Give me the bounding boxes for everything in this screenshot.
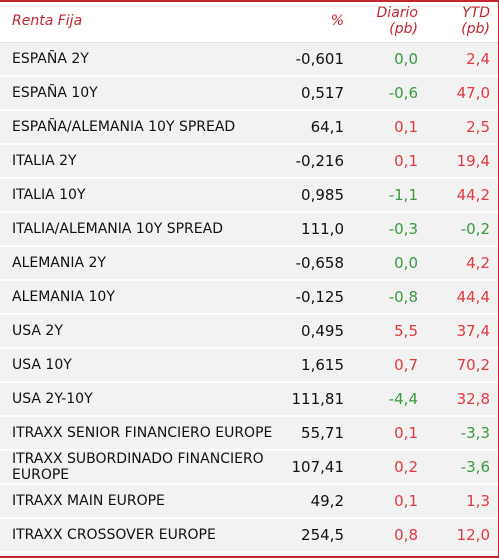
row-name: ITRAXX SUBORDINADO FINANCIERO EUROPE xyxy=(12,451,264,483)
table-row: ESPAÑA/ALEMANIA 10Y SPREAD 64,1 0,1 2,5 xyxy=(0,111,498,145)
row-name: ITRAXX CROSSOVER EUROPE xyxy=(12,527,216,543)
header-name: Renta Fija xyxy=(12,13,83,29)
row-ytd: 4,2 xyxy=(466,254,490,272)
row-ytd: 19,4 xyxy=(456,152,490,170)
table-row: USA 2Y-10Y 111,81 -4,4 32,8 xyxy=(0,383,498,417)
row-pct: -0,125 xyxy=(295,288,344,306)
row-ytd: -3,3 xyxy=(460,424,490,442)
row-daily: 0,8 xyxy=(394,526,418,544)
row-daily: 0,7 xyxy=(394,356,418,374)
row-daily: 0,1 xyxy=(394,118,418,136)
row-ytd: 47,0 xyxy=(456,84,490,102)
table-header: Renta Fija % Diario (pb) YTD (pb) xyxy=(0,2,498,43)
table-row: ITRAXX SUBORDINADO FINANCIERO EUROPE 107… xyxy=(0,451,498,485)
row-name: ITRAXX MAIN EUROPE xyxy=(12,493,165,509)
row-name: ITALIA/ALEMANIA 10Y SPREAD xyxy=(12,221,223,237)
row-pct: 1,615 xyxy=(301,356,344,374)
table-row: ESPAÑA 10Y 0,517 -0,6 47,0 xyxy=(0,77,498,111)
table-row: ITRAXX MAIN EUROPE 49,2 0,1 1,3 xyxy=(0,485,498,519)
table-row: USA 2Y 0,495 5,5 37,4 xyxy=(0,315,498,349)
table-row: ITALIA 10Y 0,985 -1,1 44,2 xyxy=(0,179,498,213)
row-pct: -0,601 xyxy=(295,50,344,68)
row-name: ITALIA 2Y xyxy=(12,153,77,169)
header-ytd: YTD (pb) xyxy=(461,5,490,37)
row-name: ALEMANIA 10Y xyxy=(12,289,115,305)
row-name: ITALIA 10Y xyxy=(12,187,86,203)
row-ytd: 44,4 xyxy=(456,288,490,306)
row-pct: 111,0 xyxy=(301,220,344,238)
row-daily: 0,1 xyxy=(394,152,418,170)
row-pct: -0,658 xyxy=(295,254,344,272)
row-pct: 64,1 xyxy=(310,118,344,136)
row-name: ESPAÑA 2Y xyxy=(12,51,89,67)
row-daily: -4,4 xyxy=(388,390,418,408)
table-row: ALEMANIA 2Y -0,658 0,0 4,2 xyxy=(0,247,498,281)
table-row: ITALIA 2Y -0,216 0,1 19,4 xyxy=(0,145,498,179)
row-ytd: 70,2 xyxy=(456,356,490,374)
row-daily: 5,5 xyxy=(394,322,418,340)
row-pct: 107,41 xyxy=(291,458,345,476)
row-ytd: 12,0 xyxy=(456,526,490,544)
header-daily-line1: Diario xyxy=(376,5,418,21)
row-ytd: 2,5 xyxy=(466,118,490,136)
row-name: ITRAXX SENIOR FINANCIERO EUROPE xyxy=(12,425,273,441)
row-name: USA 2Y-10Y xyxy=(12,391,93,407)
table-row: ALEMANIA 10Y -0,125 -0,8 44,4 xyxy=(0,281,498,315)
row-pct: 55,71 xyxy=(301,424,344,442)
row-ytd: 2,4 xyxy=(466,50,490,68)
row-ytd: -3,6 xyxy=(460,458,490,476)
table-row: ESPAÑA 2Y -0,601 0,0 2,4 xyxy=(0,43,498,77)
row-daily: 0,1 xyxy=(394,492,418,510)
row-pct: 0,517 xyxy=(301,84,344,102)
header-ytd-line1: YTD xyxy=(462,5,490,21)
row-daily: 0,1 xyxy=(394,424,418,442)
row-ytd: 37,4 xyxy=(456,322,490,340)
row-daily: -0,3 xyxy=(388,220,418,238)
row-pct: 111,81 xyxy=(291,390,345,408)
row-daily: 0,2 xyxy=(394,458,418,476)
row-ytd: 32,8 xyxy=(456,390,490,408)
row-ytd: -0,2 xyxy=(460,220,490,238)
table-row: ITRAXX SENIOR FINANCIERO EUROPE 55,71 0,… xyxy=(0,417,498,451)
header-daily-line2: (pb) xyxy=(389,21,418,37)
row-name: ALEMANIA 2Y xyxy=(12,255,106,271)
header-pct: % xyxy=(330,13,344,29)
row-name: ESPAÑA 10Y xyxy=(12,85,98,101)
row-name: USA 2Y xyxy=(12,323,63,339)
row-ytd: 1,3 xyxy=(466,492,490,510)
table-row: ITRAXX CROSSOVER EUROPE 254,5 0,8 12,0 xyxy=(0,519,498,553)
row-pct: 49,2 xyxy=(310,492,344,510)
row-pct: 254,5 xyxy=(301,526,344,544)
row-daily: 0,0 xyxy=(394,254,418,272)
row-pct: -0,216 xyxy=(295,152,344,170)
row-daily: 0,0 xyxy=(394,50,418,68)
table-row: USA 10Y 1,615 0,7 70,2 xyxy=(0,349,498,383)
row-name: USA 10Y xyxy=(12,357,72,373)
row-pct: 0,985 xyxy=(301,186,344,204)
row-pct: 0,495 xyxy=(301,322,344,340)
table-row: ITALIA/ALEMANIA 10Y SPREAD 111,0 -0,3 -0… xyxy=(0,213,498,247)
header-ytd-line2: (pb) xyxy=(461,21,490,37)
row-name: ESPAÑA/ALEMANIA 10Y SPREAD xyxy=(12,119,236,135)
row-daily: -0,8 xyxy=(388,288,418,306)
row-daily: -0,6 xyxy=(388,84,418,102)
row-ytd: 44,2 xyxy=(456,186,490,204)
header-daily: Diario (pb) xyxy=(377,5,418,37)
row-daily: -1,1 xyxy=(388,186,418,204)
